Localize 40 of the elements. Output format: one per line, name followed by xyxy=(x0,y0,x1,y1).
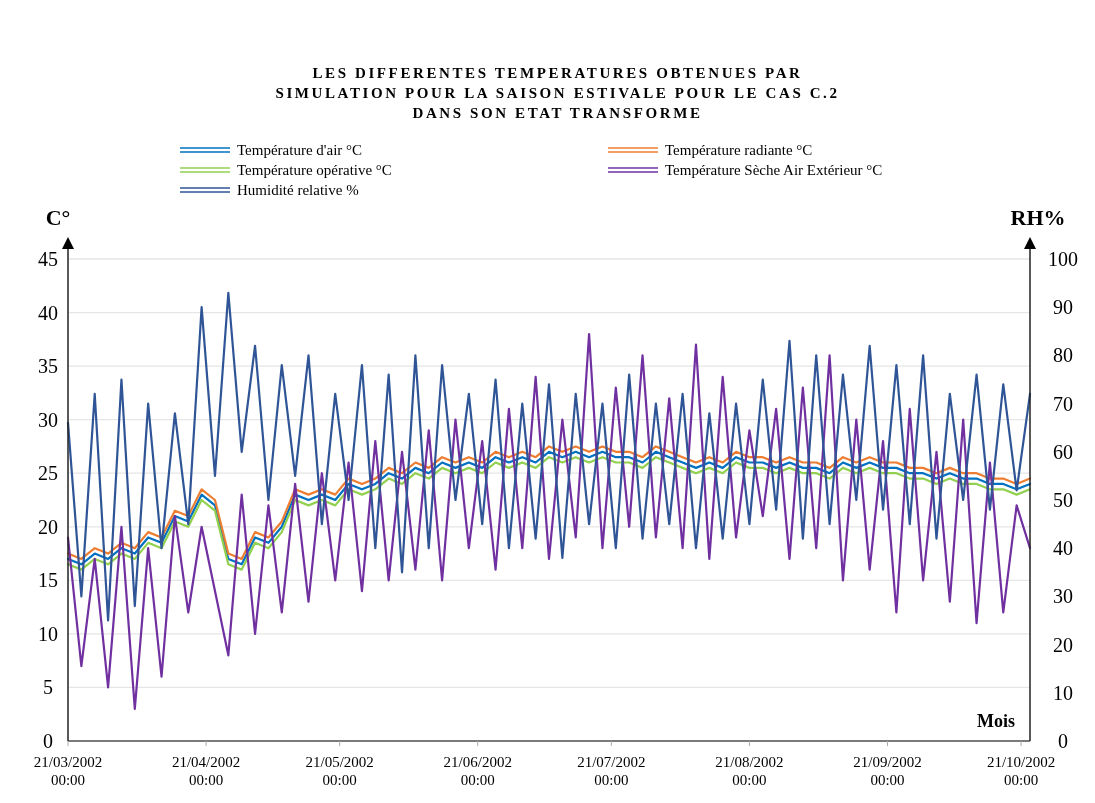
chart-title: LES DIFFERENTES TEMPERATURES OBTENUES PAR SIMULATION POUR LA SAISON ESTIVALE POUR LE CAS C.2 DANS SON ETAT TRANSFORME xyxy=(275,65,840,121)
x-tick-label: 21/09/2002 00:00 xyxy=(853,754,922,788)
y-tick-label: 30 xyxy=(38,408,58,431)
y2-tick-label: 40 xyxy=(1053,537,1073,560)
x-tick-label: 21/10/2002 00:00 xyxy=(986,754,1056,788)
y-tick-label: 25 xyxy=(38,462,58,485)
y-tick-label: 35 xyxy=(38,355,58,378)
y2-tick-label: 0 xyxy=(1058,730,1068,752)
legend-label: Humidité relative % xyxy=(237,182,359,198)
legend-label: Température radiante °C xyxy=(665,142,813,158)
legend-label: Température Sèche Air Extérieur °C xyxy=(665,162,883,178)
y2-tick-label: 70 xyxy=(1053,392,1073,415)
y2-tick-label: 90 xyxy=(1053,296,1073,319)
y2-tick-label: 100 xyxy=(1048,248,1078,270)
y2-tick-label: 30 xyxy=(1053,585,1073,608)
x-tick-label: 21/07/2002 00:00 xyxy=(577,754,646,788)
legend-label: Température d'air °C xyxy=(237,142,363,158)
line-series xyxy=(66,332,1032,710)
y-tick-label: 0 xyxy=(43,730,53,752)
y2-tick-label: 60 xyxy=(1053,440,1073,463)
y-tick-label: 45 xyxy=(38,248,58,270)
y2-tick-label: 50 xyxy=(1053,489,1073,511)
y-tick-label: 40 xyxy=(38,301,58,324)
y-tick-label: 10 xyxy=(38,622,58,645)
legend-label: Température opérative °C xyxy=(237,162,392,178)
y2-tick-label: 20 xyxy=(1053,633,1073,656)
x-tick-label: 21/05/2002 00:00 xyxy=(305,754,374,788)
y-tick-label: 20 xyxy=(38,515,58,538)
x-tick-label: 21/06/2002 00:00 xyxy=(443,754,512,788)
y-tick-label: 5 xyxy=(43,676,53,699)
y2-axis-title: RH% xyxy=(1010,205,1066,230)
y-tick-label: 15 xyxy=(38,569,58,592)
y-axis-title: C° xyxy=(45,205,71,230)
x-axis-title: Mois xyxy=(977,711,1015,731)
x-tick-label: 21/08/2002 00:00 xyxy=(715,754,784,788)
y2-tick-label: 80 xyxy=(1053,344,1073,367)
x-tick-label: 21/03/2002 00:00 xyxy=(33,754,103,788)
y2-tick-label: 10 xyxy=(1053,681,1073,704)
line-series xyxy=(66,291,1032,622)
x-tick-label: 21/04/2002 00:00 xyxy=(171,754,241,788)
